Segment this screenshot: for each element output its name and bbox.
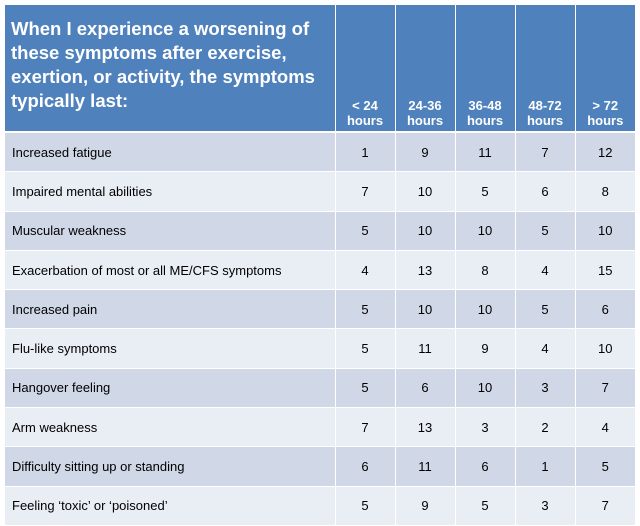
bucket-unit: hours xyxy=(526,113,564,128)
symptom-label: Arm weakness xyxy=(5,407,336,448)
count-cell: 10 xyxy=(574,328,635,369)
count-cell: 5 xyxy=(334,289,396,330)
count-cell: 10 xyxy=(454,211,516,251)
bucket-range: 36-48 xyxy=(468,98,502,113)
symptom-label: Increased pain xyxy=(5,289,336,330)
count-cell: 10 xyxy=(394,211,456,251)
bucket-unit: hours xyxy=(466,113,504,128)
count-cell: 5 xyxy=(454,486,516,526)
count-cell: 10 xyxy=(454,368,516,409)
table-row: Hangover feeling 5 6 10 3 7 xyxy=(5,368,635,409)
count-cell: 9 xyxy=(394,486,456,526)
count-cell: 7 xyxy=(574,368,635,409)
count-cell: 6 xyxy=(514,171,576,212)
table-row: Increased fatigue 1 9 11 7 12 xyxy=(5,132,635,173)
count-cell: 3 xyxy=(454,407,516,448)
count-cell: 13 xyxy=(394,407,456,448)
count-cell: 11 xyxy=(394,328,456,369)
count-cell: 7 xyxy=(514,132,576,173)
symptom-duration-table: When I experience a worsening of these s… xyxy=(5,5,635,526)
table-row: Increased pain 5 10 10 5 6 xyxy=(5,289,635,330)
count-cell: 5 xyxy=(334,328,396,369)
count-cell: 5 xyxy=(574,446,635,487)
count-cell: 9 xyxy=(394,132,456,173)
count-cell: 8 xyxy=(574,171,635,212)
column-header-36-48: 36-48 hours xyxy=(454,5,516,133)
count-cell: 4 xyxy=(514,250,576,291)
count-cell: 5 xyxy=(514,289,576,330)
table-row: Muscular weakness 5 10 10 5 10 xyxy=(5,211,635,251)
table-row: Difficulty sitting up or standing 6 11 6 1 5 xyxy=(5,446,635,487)
count-cell: 5 xyxy=(334,486,396,526)
table-row: Flu-like symptoms 5 11 9 4 10 xyxy=(5,328,635,369)
column-header-48-72: 48-72 hours xyxy=(514,5,576,133)
count-cell: 10 xyxy=(394,289,456,330)
count-cell: 2 xyxy=(514,407,576,448)
bucket-unit: hours xyxy=(406,113,444,128)
count-cell: 1 xyxy=(514,446,576,487)
symptom-label: Feeling ‘toxic’ or ‘poisoned’ xyxy=(5,486,336,526)
bucket-range: 48-72 xyxy=(528,98,562,113)
count-cell: 10 xyxy=(574,211,635,251)
count-cell: 6 xyxy=(454,446,516,487)
table-header: When I experience a worsening of these s… xyxy=(5,5,635,133)
bucket-unit: hours xyxy=(587,113,624,128)
symptom-label: Increased fatigue xyxy=(5,132,336,173)
bucket-range: 24-36 xyxy=(408,98,442,113)
count-cell: 6 xyxy=(394,368,456,409)
count-cell: 7 xyxy=(334,407,396,448)
table-row: Arm weakness 7 13 3 2 4 xyxy=(5,407,635,448)
count-cell: 4 xyxy=(514,328,576,369)
count-cell: 5 xyxy=(514,211,576,251)
header-row: When I experience a worsening of these s… xyxy=(5,5,635,133)
count-cell: 8 xyxy=(454,250,516,291)
bucket-range: > 72 xyxy=(592,98,619,113)
symptom-label: Hangover feeling xyxy=(5,368,336,409)
table-row: Impaired mental abilities 7 10 5 6 8 xyxy=(5,171,635,212)
symptom-label: Impaired mental abilities xyxy=(5,171,336,212)
table-body: Increased fatigue 1 9 11 7 12 Impaired mental … xyxy=(5,132,635,526)
symptom-label: Difficulty sitting up or standing xyxy=(5,446,336,487)
table-title: When I experience a worsening of these s… xyxy=(5,5,336,133)
bucket-range: < 24 xyxy=(352,98,378,113)
column-header-24-36: 24-36 hours xyxy=(394,5,456,133)
column-header-over-72: > 72 hours xyxy=(574,5,635,133)
count-cell: 12 xyxy=(574,132,635,173)
count-cell: 11 xyxy=(394,446,456,487)
count-cell: 5 xyxy=(334,368,396,409)
count-cell: 7 xyxy=(574,486,635,526)
count-cell: 6 xyxy=(574,289,635,330)
count-cell: 3 xyxy=(514,368,576,409)
symptom-label: Flu-like symptoms xyxy=(5,328,336,369)
table-row: Feeling ‘toxic’ or ‘poisoned’ 5 9 5 3 7 xyxy=(5,486,635,526)
symptom-label: Muscular weakness xyxy=(5,211,336,251)
count-cell: 11 xyxy=(454,132,516,173)
count-cell: 15 xyxy=(574,250,635,291)
count-cell: 5 xyxy=(454,171,516,212)
count-cell: 9 xyxy=(454,328,516,369)
symptom-label: Exacerbation of most or all ME/CFS sympt… xyxy=(5,250,336,291)
count-cell: 6 xyxy=(334,446,396,487)
count-cell: 7 xyxy=(334,171,396,212)
count-cell: 1 xyxy=(334,132,396,173)
count-cell: 10 xyxy=(394,171,456,212)
column-header-under-24: < 24 hours xyxy=(334,5,396,133)
bucket-unit: hours xyxy=(346,113,384,128)
count-cell: 13 xyxy=(394,250,456,291)
count-cell: 10 xyxy=(454,289,516,330)
count-cell: 4 xyxy=(574,407,635,448)
table-row: Exacerbation of most or all ME/CFS sympt… xyxy=(5,250,635,291)
count-cell: 4 xyxy=(334,250,396,291)
count-cell: 5 xyxy=(334,211,396,251)
count-cell: 3 xyxy=(514,486,576,526)
